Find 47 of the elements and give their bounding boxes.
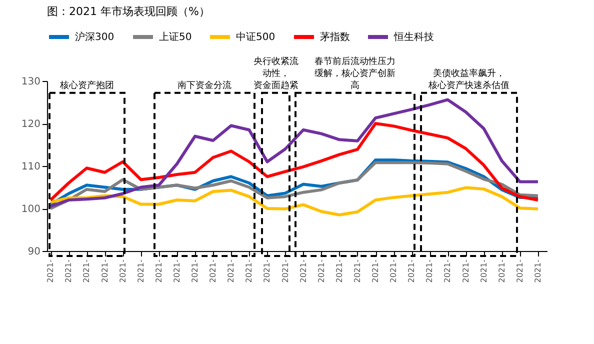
y-tick-label: 130 [21, 76, 40, 88]
y-tick-label: 110 [21, 162, 40, 172]
x-tick-label: 2021- [334, 259, 344, 283]
x-tick-label: 2021- [515, 259, 524, 283]
x-tick-label: 2021- [280, 259, 290, 283]
x-tick-label: 2021- [244, 259, 254, 283]
x-tick-label: 2021- [298, 259, 308, 283]
y-tick-label: 90 [28, 246, 40, 258]
x-tick-label: 2021- [497, 259, 506, 283]
y-tick-label: 100 [21, 204, 40, 215]
line-series [49, 186, 540, 216]
x-tick-label: 2021- [461, 259, 470, 283]
x-tick-label: 2021- [479, 259, 488, 283]
annotation: 南下资金分流 [178, 80, 232, 91]
x-tick-label: 2021- [46, 259, 56, 283]
line-series [49, 122, 540, 202]
x-tick-label: 2021- [533, 259, 542, 283]
x-tick-label: 2021- [118, 259, 128, 283]
y-tick-label: 120 [21, 119, 40, 130]
x-tick-label: 2021- [262, 259, 272, 283]
x-tick-label: 2021- [100, 259, 110, 283]
legend-label: 上证50 [159, 31, 192, 43]
x-tick-label: 2021- [371, 259, 380, 283]
x-tick-label: 2021- [82, 259, 92, 283]
x-tick-label: 2021- [64, 259, 74, 283]
x-tick-label: 2021- [226, 259, 236, 283]
legend-label: 中证500 [236, 31, 276, 43]
annotation: 央行收紧流动性，资金面趋紧 [253, 56, 298, 91]
x-tick-label: 2021- [208, 259, 218, 283]
annotation: 美债收益率飙升，核心资产快速杀估值 [428, 68, 510, 91]
x-tick-label: 2021- [136, 259, 146, 283]
annotation: 核心资产抱团 [59, 80, 114, 91]
chart-title: 图：2021 年市场表现回顾（%） [47, 5, 210, 18]
x-tick-label: 2021- [316, 259, 326, 283]
legend-label: 沪深300 [75, 31, 114, 43]
x-tick-label: 2021- [389, 259, 398, 283]
legend-label: 茅指数 [320, 31, 350, 43]
legend-label: 恒生科技 [393, 31, 434, 43]
x-tick-label: 2021- [172, 259, 182, 283]
annotation: 春节前后流动性压力缓解，核心资产创新高 [314, 56, 396, 91]
x-tick-label: 2021- [407, 259, 416, 283]
x-tick-label: 2021- [425, 259, 434, 283]
x-tick-label: 2021- [352, 259, 362, 283]
x-tick-label: 2021- [190, 259, 200, 283]
x-tick-label: 2021- [154, 259, 164, 283]
x-tick-label: 2021- [443, 259, 452, 283]
line-series [49, 98, 540, 208]
